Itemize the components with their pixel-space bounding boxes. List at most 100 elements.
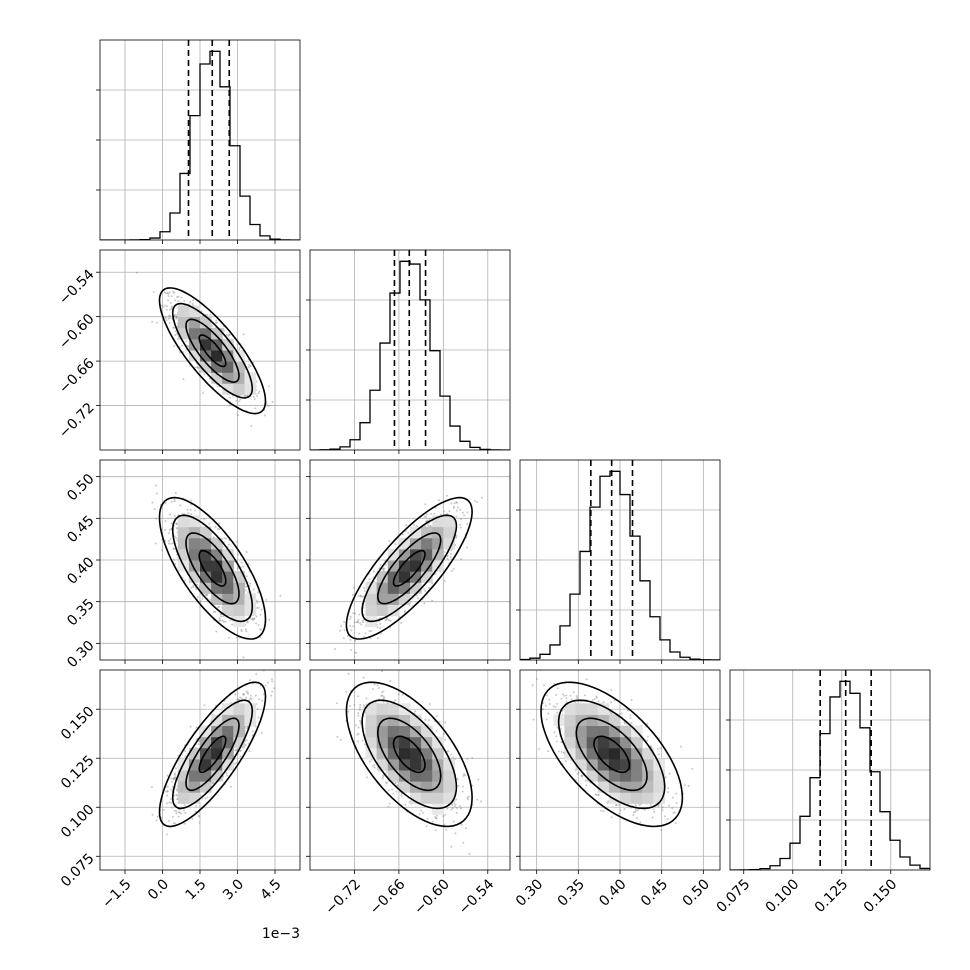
scatter-point [170,806,173,809]
scatter-point [166,794,169,797]
density-cell [398,537,411,550]
contour-1 [376,532,442,605]
scatter-point [359,722,362,725]
scatter-point [576,696,579,699]
scatter-point [426,519,429,522]
scatter-point [382,775,385,778]
density-cell [432,548,444,561]
scatter-point [542,684,545,687]
scatter-point [657,753,660,756]
scatter-point [235,399,238,402]
scatter-point [382,569,385,572]
scatter-point [668,772,671,775]
scatter-point [177,300,180,303]
density-cell [608,747,621,760]
scatter-point [555,735,558,738]
scatter-point [666,818,669,821]
scatter-point [387,619,390,622]
scatter-point [173,315,176,318]
scatter-point [535,678,538,681]
scatter-point [221,619,224,622]
density-cell [398,593,411,605]
x-tick-label: −0.60 [411,876,453,918]
scatter-point [584,779,587,782]
density-cell [443,515,455,528]
density-cell [410,537,422,550]
scatter-point [247,366,250,369]
scatter-point [184,755,187,758]
scatter-point [552,705,555,708]
density-cell [421,571,433,583]
scatter-point [468,853,471,856]
x-tick-label: −0.66 [367,876,409,918]
scatter-point [168,316,171,319]
scatter-point [342,637,345,640]
scatter-point [227,334,230,337]
scatter-point [475,500,478,503]
density-cell [608,714,621,727]
scatter-point [251,734,254,737]
density-cell [608,792,621,804]
scatter-point [565,697,568,700]
y-tick-label: 0.35 [64,596,97,629]
scatter-point [173,535,176,538]
density-cell [608,781,621,793]
scatter-point [247,591,250,594]
scatter-point [610,816,613,819]
scatter-point [170,788,173,791]
scatter-point [225,333,228,336]
density-cell [365,725,378,738]
scatter-point [245,630,248,633]
scatter-point [233,762,236,765]
scatter-point [173,772,176,775]
scatter-point [339,738,342,741]
scatter-point [368,760,371,763]
scatter-point [357,618,360,621]
scatter-point [252,588,255,591]
scatter-point [455,798,458,801]
hist-panel-0 [100,40,300,240]
scatter-point [446,554,449,557]
scatter-point [425,825,428,828]
scatter-point [401,533,404,536]
scatter-point [480,496,483,499]
scatter-point [170,777,173,780]
scatter-point [382,695,385,698]
contour-3 [158,681,267,828]
panel-frame-3-1 [309,669,511,871]
scatter-point [169,314,172,317]
scatter-point [557,750,560,753]
scatter-point [215,321,218,324]
density-cell [387,747,400,760]
scatter-point [266,404,269,407]
density-cell [376,593,389,605]
scatter-point [360,595,363,598]
scatter-point [381,777,384,780]
scatter-point [349,705,352,708]
scatter-point [452,820,455,823]
scatter-point [246,620,249,623]
scatter-point [220,615,223,618]
scatter-point [250,698,253,701]
density-cell [620,725,632,738]
density-cell [410,770,422,782]
scatter-point [240,628,243,631]
scatter-point [163,291,166,294]
scatter-point [175,536,178,539]
density-cell [365,593,378,605]
density-cell [631,747,643,760]
scatter-point [357,712,360,715]
density-cell [597,781,610,793]
scatter-point [466,757,469,760]
scatter-point [356,621,359,624]
scatter-point [657,805,660,808]
density-cell [432,747,444,760]
y-tick-label: 0.40 [64,554,97,587]
density-cell [597,725,610,738]
density-cell [233,703,245,715]
scatter-point [357,695,360,698]
scatter-point [455,811,458,814]
scatter-point [239,755,242,758]
scatter-point [255,599,258,602]
density-cell [642,781,654,793]
